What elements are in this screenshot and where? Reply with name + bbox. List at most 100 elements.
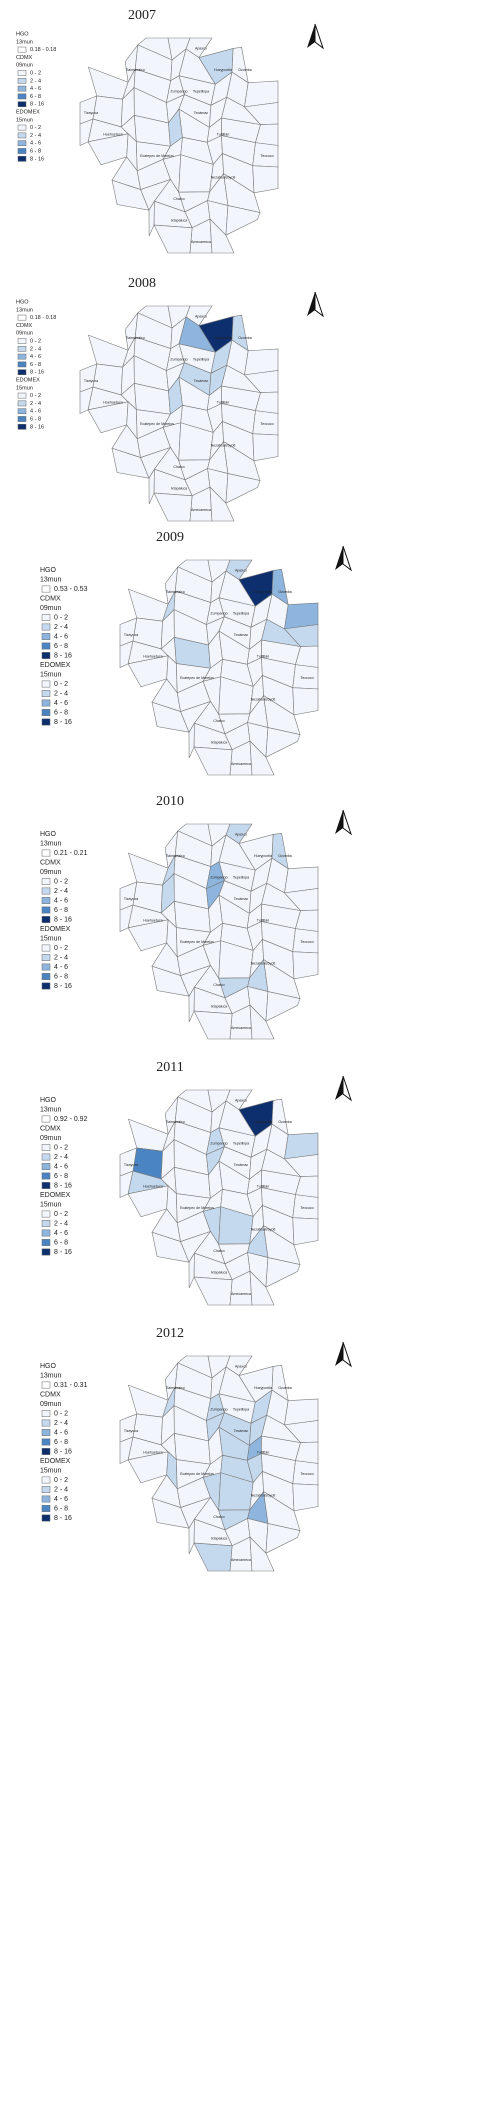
municipality xyxy=(292,1217,319,1246)
map-panel: 2011 HGO 13mun 0.92 - 0.92 CDMX 09mun 0 - 2 2 -… xyxy=(40,1060,352,1306)
legend-swatch xyxy=(41,690,51,697)
legend-swatch xyxy=(17,77,27,84)
municipality xyxy=(249,740,275,776)
municipality-label: Apaxco xyxy=(235,1365,247,1369)
legend-text: 8 - 16 xyxy=(30,370,44,376)
legend-swatch xyxy=(41,878,51,885)
legend-text: 4 - 6 xyxy=(54,964,68,971)
legend-swatch xyxy=(17,392,27,399)
municipality xyxy=(265,727,301,758)
legend-swatch xyxy=(41,906,51,914)
municipality-label: Tepetlixpa xyxy=(233,1142,249,1146)
municipality-label: Chalco xyxy=(173,465,184,469)
municipality-label: Tecámac xyxy=(234,633,249,637)
legend-text: 15mun xyxy=(40,1467,62,1474)
legend-text: 0 - 2 xyxy=(54,1410,68,1417)
municipality-label: Tecámac xyxy=(234,1163,249,1167)
legend-swatch xyxy=(41,1115,51,1123)
legend-swatch xyxy=(41,1381,51,1389)
legend-text: 4 - 6 xyxy=(54,1163,68,1170)
north-arrow xyxy=(314,23,324,50)
legend-text: EDOMEX xyxy=(16,377,40,383)
municipality-label: Ecatepec de Morelos xyxy=(180,940,214,944)
municipality-label: Tultitlán xyxy=(217,401,229,405)
legend-text: 8 - 16 xyxy=(54,1448,72,1455)
municipality-label: Tlalmanalco xyxy=(165,1120,184,1124)
municipality-label: Ixtapaluca xyxy=(211,1537,227,1541)
legend-swatch xyxy=(41,709,51,716)
municipality-label: Apaxco xyxy=(235,1099,247,1103)
legend-swatch xyxy=(17,353,27,360)
municipality-label: Tultitlán xyxy=(257,1451,269,1455)
municipality xyxy=(249,1004,275,1040)
north-arrow xyxy=(335,546,343,570)
municipality-label: Nezahualcóyotl xyxy=(251,698,276,702)
legend-swatch xyxy=(41,1248,51,1256)
legend-swatch xyxy=(41,623,51,631)
legend-text: 13mun xyxy=(16,307,33,313)
legend-swatch xyxy=(41,1448,51,1455)
municipality-label: Ozumba xyxy=(238,336,252,340)
legend-text: 13mun xyxy=(40,576,62,583)
legend-text: 0 - 2 xyxy=(54,681,68,688)
municipality-label: Amecameca xyxy=(191,508,211,512)
legend-text: 15mun xyxy=(16,117,33,123)
municipality-label: Nezahualcóyotl xyxy=(211,444,236,448)
map-panel: 2009 HGO 13mun 0.53 - 0.53 CDMX 09mun 0 - 2 2 -… xyxy=(40,530,352,776)
municipality xyxy=(209,486,235,522)
legend-text: CDMX xyxy=(40,859,61,866)
legend-text: 4 - 6 xyxy=(54,700,68,707)
municipality-label: Ozumba xyxy=(238,68,252,72)
municipality-label: Ecatepec de Morelos xyxy=(180,1206,214,1210)
municipality-label: Ixtapaluca xyxy=(171,487,187,491)
municipality-label: Chalco xyxy=(173,197,184,201)
legend-text: 6 - 8 xyxy=(30,94,41,100)
legend-swatch xyxy=(41,849,51,857)
legend-swatch xyxy=(41,1486,51,1493)
municipality-label: Huehuetoca xyxy=(103,401,122,405)
legend-swatch xyxy=(17,132,27,139)
municipality xyxy=(292,687,319,716)
north-arrow xyxy=(314,291,324,318)
legend-text: 4 - 6 xyxy=(54,633,68,640)
legend-text: 2 - 4 xyxy=(54,624,68,631)
legend-text: HGO xyxy=(16,31,29,37)
municipality xyxy=(252,433,279,462)
municipality-label: Tizayuca xyxy=(124,1429,138,1433)
legend-swatch xyxy=(17,369,27,376)
legend-text: 2 - 4 xyxy=(30,346,41,352)
legend-swatch xyxy=(41,585,51,593)
legend-text: 0.18 - 0.18 xyxy=(30,315,56,321)
legend-swatch xyxy=(41,1210,51,1218)
municipality-label: Amecameca xyxy=(231,1558,251,1562)
north-arrow xyxy=(307,24,315,48)
legend-text: 4 - 6 xyxy=(30,141,41,147)
legend-text: 09mun xyxy=(40,869,62,876)
year-title: 2012 xyxy=(156,1326,184,1341)
legend-text: 0 - 2 xyxy=(54,945,68,952)
legend-text: 13mun xyxy=(40,1106,62,1113)
legend-text: 13mun xyxy=(40,1372,62,1379)
municipality xyxy=(249,1270,275,1306)
legend-swatch xyxy=(17,408,27,415)
legend-text: 4 - 6 xyxy=(54,897,68,904)
legend-swatch xyxy=(17,423,27,430)
municipality-label: Chalco xyxy=(213,719,224,723)
legend-swatch xyxy=(41,718,51,726)
municipality xyxy=(265,1523,301,1554)
legend-swatch xyxy=(41,1153,51,1161)
municipality xyxy=(88,66,129,100)
legend-text: 0.53 - 0.53 xyxy=(54,586,88,593)
municipality-label: Apaxco xyxy=(195,47,207,51)
legend-swatch xyxy=(17,140,27,147)
municipality-label: Huehuetoca xyxy=(143,919,162,923)
legend-swatch xyxy=(41,963,51,971)
legend-text: CDMX xyxy=(40,1125,61,1132)
municipality-label: Tecámac xyxy=(194,379,209,383)
legend-text: 8 - 16 xyxy=(54,983,72,990)
municipality-label: Amecameca xyxy=(231,1026,251,1030)
legend-text: 8 - 16 xyxy=(30,156,44,162)
legend-text: 6 - 8 xyxy=(54,973,68,980)
municipality-label: Zumpango xyxy=(210,876,227,880)
legend-swatch xyxy=(41,642,51,650)
